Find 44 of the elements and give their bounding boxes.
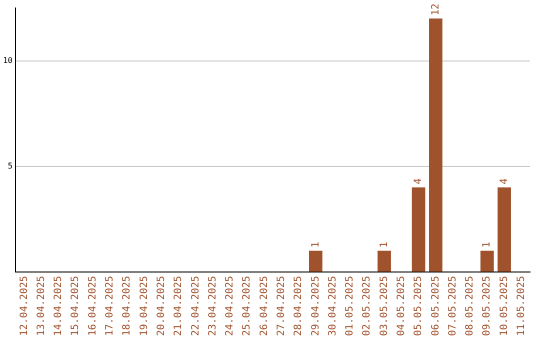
y-tick-label: 10 (2, 56, 13, 65)
x-tick-label: 18.04.2025 (122, 276, 133, 336)
x-tick-label: 11.05.2025 (516, 276, 528, 336)
bar (480, 250, 494, 272)
x-tick-label: 20.04.2025 (156, 276, 167, 336)
x-tick-label: 17.04.2025 (104, 276, 116, 336)
data-label: 4 (498, 178, 510, 184)
x-tick-label: 13.04.2025 (36, 276, 47, 336)
bar (308, 250, 322, 272)
bar (412, 187, 426, 272)
x-tick-label: 19.04.2025 (138, 276, 150, 336)
data-label: 12 (430, 4, 442, 16)
x-tick-label: 30.04.2025 (327, 276, 338, 336)
x-tick-label: 07.05.2025 (447, 276, 458, 336)
y-tick-label: 5 (8, 161, 13, 170)
x-tick-label: 25.04.2025 (242, 276, 253, 336)
data-label: 1 (378, 242, 390, 248)
x-tick-label: 23.04.2025 (207, 276, 218, 336)
x-tick-label: 26.04.2025 (258, 276, 270, 336)
x-tick-label: 12.04.2025 (18, 276, 30, 336)
x-tick-label: 09.05.2025 (482, 276, 493, 336)
x-tick-label: 06.05.2025 (430, 276, 442, 336)
x-tick-label: 21.04.2025 (173, 276, 184, 336)
x-tick-label: 22.04.2025 (190, 276, 202, 336)
x-tick-label: 02.05.2025 (362, 276, 373, 336)
x-tick-label: 10.05.2025 (498, 276, 510, 336)
data-label: 1 (310, 242, 322, 248)
bar (378, 250, 391, 272)
x-tick-label: 16.04.2025 (87, 276, 98, 336)
x-tick-label: 15.04.2025 (70, 276, 82, 336)
data-label: 4 (413, 178, 424, 184)
x-tick-label: 03.05.2025 (378, 276, 390, 336)
bar (498, 187, 511, 272)
x-tick-label: 01.05.2025 (344, 276, 356, 336)
x-tick-label: 27.04.2025 (276, 276, 287, 336)
bar (429, 18, 442, 272)
data-label: 1 (482, 242, 493, 248)
x-tick-label: 14.04.2025 (53, 276, 64, 336)
x-tick-label: 05.05.2025 (413, 276, 424, 336)
x-tick-label: 29.04.2025 (310, 276, 322, 336)
x-tick-label: 24.04.2025 (224, 276, 236, 336)
x-tick-label: 04.05.2025 (396, 276, 407, 336)
x-tick-label: 28.04.2025 (293, 276, 304, 336)
x-tick-label: 08.05.2025 (464, 276, 476, 336)
